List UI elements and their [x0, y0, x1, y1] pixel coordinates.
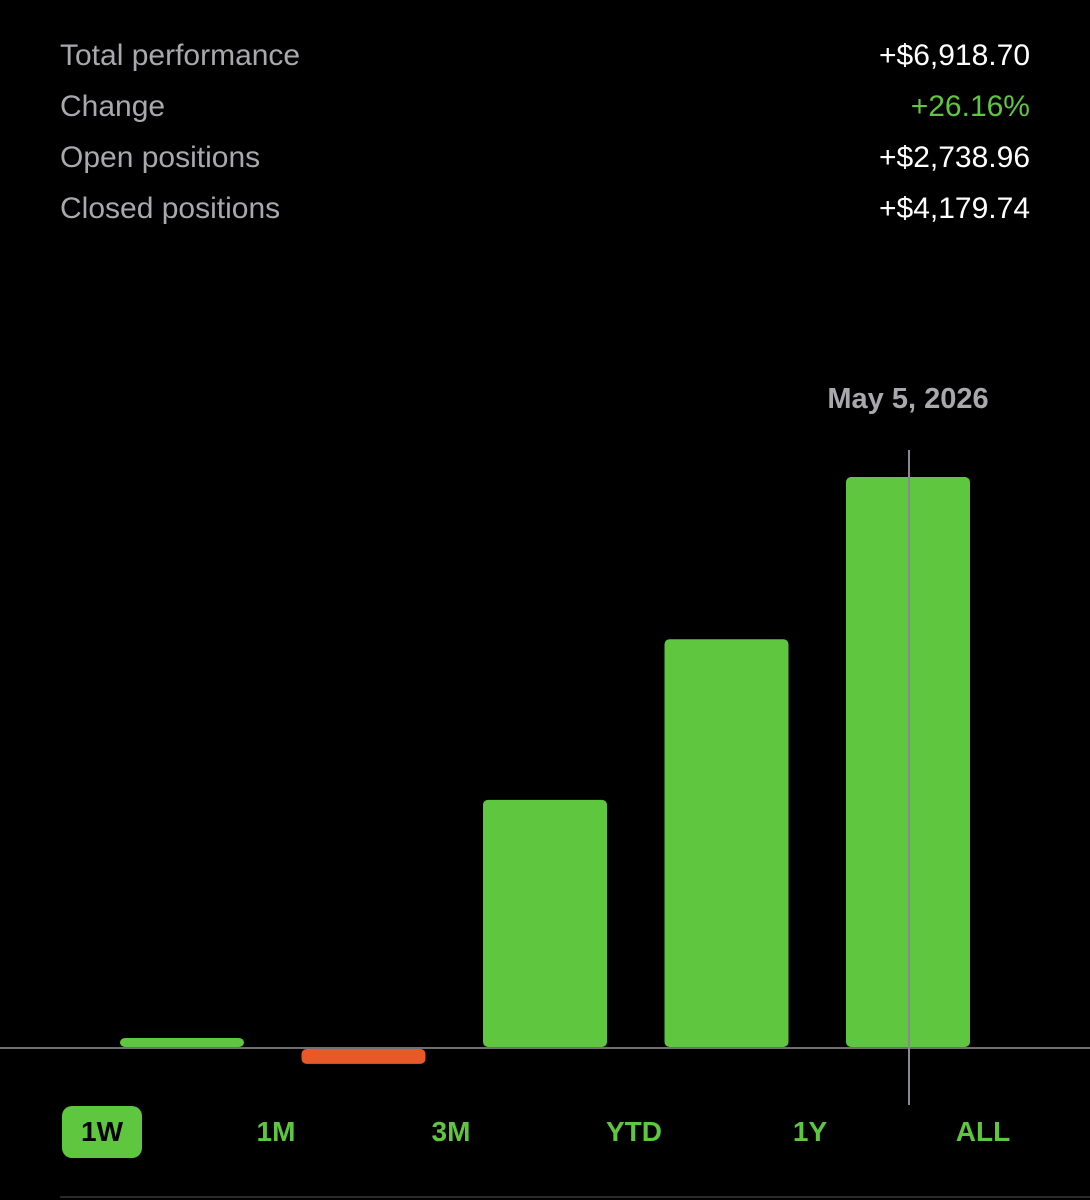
- range-tab-ytd[interactable]: YTD: [606, 1116, 662, 1147]
- total-performance-label: Total performance: [60, 38, 301, 72]
- total-performance-value: +$6,918.70: [879, 38, 1030, 72]
- range-tab-1y[interactable]: 1Y: [792, 1116, 828, 1147]
- open-positions-value: +$2,738.96: [879, 140, 1030, 174]
- time-range-selector: 1W 1M 3M YTD 1Y ALL: [60, 1106, 1030, 1158]
- closed-positions-label: Closed positions: [60, 191, 281, 225]
- closed-positions-value: +$4,179.74: [879, 191, 1030, 225]
- chart-bar-2[interactable]: [301, 1049, 426, 1064]
- summary-row-closed-positions: Closed positions +$4,179.74: [60, 183, 1030, 234]
- range-tab-3m[interactable]: 3M: [431, 1116, 471, 1147]
- change-label: Change: [60, 89, 166, 123]
- performance-bar-chart[interactable]: [0, 360, 1090, 1120]
- range-tab-1m[interactable]: 1M: [256, 1116, 296, 1147]
- chart-bar-1[interactable]: [120, 1037, 244, 1047]
- bottom-divider: [60, 1196, 1090, 1198]
- selected-date-label: May 5, 2026: [827, 383, 989, 415]
- chart-bar-3[interactable]: [483, 799, 607, 1047]
- summary-row-open-positions: Open positions +$2,738.96: [60, 132, 1030, 183]
- range-tab-all[interactable]: ALL: [955, 1116, 1011, 1147]
- performance-summary: Total performance +$6,918.70 Change +26.…: [60, 30, 1030, 234]
- summary-row-total-performance: Total performance +$6,918.70: [60, 30, 1030, 81]
- range-tab-1w[interactable]: 1W: [62, 1106, 142, 1158]
- summary-row-change: Change +26.16%: [60, 81, 1030, 132]
- chart-bar-4[interactable]: [664, 639, 789, 1047]
- change-value: +26.16%: [910, 89, 1030, 123]
- open-positions-label: Open positions: [60, 140, 261, 174]
